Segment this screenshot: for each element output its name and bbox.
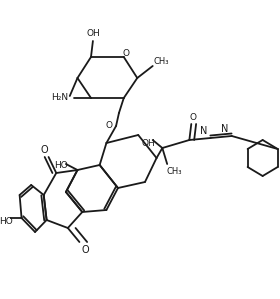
Text: OH: OH	[142, 138, 156, 147]
Text: O: O	[106, 121, 113, 130]
Text: O: O	[41, 145, 48, 155]
Text: N: N	[200, 126, 207, 136]
Text: O: O	[81, 245, 89, 255]
Text: O: O	[190, 112, 197, 121]
Text: CH₃: CH₃	[166, 167, 182, 176]
Text: CH₃: CH₃	[154, 57, 169, 65]
Text: H₂N: H₂N	[52, 94, 69, 103]
Text: OH: OH	[86, 30, 100, 39]
Text: HO: HO	[0, 216, 13, 225]
Text: HO: HO	[54, 161, 68, 170]
Text: O: O	[122, 48, 129, 57]
Text: N: N	[221, 124, 229, 134]
